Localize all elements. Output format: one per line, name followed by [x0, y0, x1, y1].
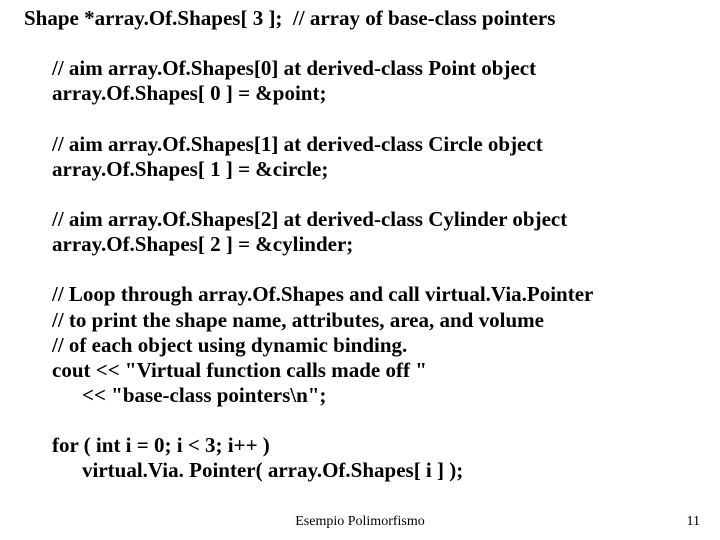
blank-line [0, 257, 720, 282]
code-line: Shape *array.Of.Shapes[ 3 ]; // array of… [0, 6, 720, 31]
code-line: array.Of.Shapes[ 0 ] = &point; [0, 81, 720, 106]
slide: Shape *array.Of.Shapes[ 3 ]; // array of… [0, 0, 720, 540]
code-line: // aim array.Of.Shapes[1] at derived-cla… [0, 132, 720, 157]
code-line: // aim array.Of.Shapes[0] at derived-cla… [0, 56, 720, 81]
footer-caption: Esempio Polimorfismo [0, 514, 720, 530]
code-line: cout << "Virtual function calls made off… [0, 358, 720, 383]
code-line: // aim array.Of.Shapes[2] at derived-cla… [0, 207, 720, 232]
blank-line [0, 408, 720, 433]
blank-line [0, 31, 720, 56]
code-line: // of each object using dynamic binding. [0, 333, 720, 358]
code-line: array.Of.Shapes[ 1 ] = &circle; [0, 157, 720, 182]
blank-line [0, 182, 720, 207]
code-line: // to print the shape name, attributes, … [0, 308, 720, 333]
code-line: << "base-class pointers\n"; [0, 383, 720, 408]
code-line: for ( int i = 0; i < 3; i++ ) [0, 433, 720, 458]
blank-line [0, 107, 720, 132]
code-line: // Loop through array.Of.Shapes and call… [0, 282, 720, 307]
code-line: virtual.Via. Pointer( array.Of.Shapes[ i… [0, 458, 720, 483]
page-number: 11 [687, 514, 700, 530]
code-line: array.Of.Shapes[ 2 ] = &cylinder; [0, 232, 720, 257]
